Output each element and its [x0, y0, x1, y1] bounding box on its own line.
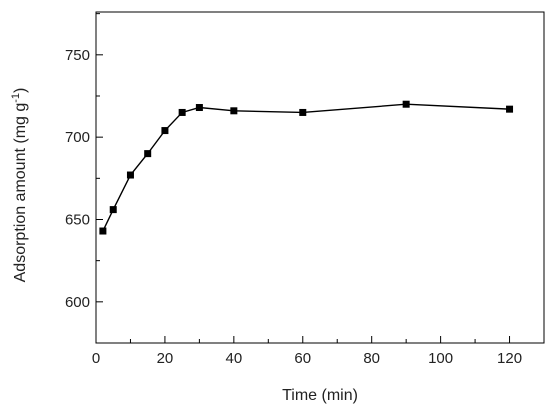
- x-axis-title: Time (min): [282, 387, 358, 404]
- data-point: [126, 171, 134, 179]
- data-point: [230, 107, 238, 115]
- y-axis-title-main: Adsorption amount (mg g: [12, 103, 29, 283]
- data-point: [299, 108, 307, 116]
- x-tick-label: 40: [226, 350, 243, 367]
- plot-frame: [95, 11, 545, 344]
- data-point: [161, 127, 169, 135]
- x-tick-label: 100: [428, 350, 453, 367]
- x-tick-label: 60: [294, 350, 311, 367]
- y-tick-labels: 600 650 700 750: [65, 47, 90, 311]
- series-line: [102, 103, 510, 232]
- data-point: [109, 206, 117, 214]
- data-point: [99, 227, 107, 235]
- series-points: [99, 100, 514, 235]
- x-tick-labels: 0 20 40 60 80 100 120: [92, 350, 522, 367]
- y-axis-title-end: ): [12, 88, 29, 93]
- data-point: [144, 150, 152, 158]
- y-axis-title: Adsorption amount (mg g-1): [10, 88, 29, 283]
- y-ticks: [96, 13, 103, 344]
- y-tick-label: 600: [65, 294, 90, 311]
- x-ticks: [95, 336, 511, 343]
- data-point: [402, 100, 410, 108]
- x-tick-label: 20: [157, 350, 174, 367]
- data-point: [506, 105, 514, 113]
- x-tick-label: 80: [363, 350, 380, 367]
- data-point: [195, 104, 203, 112]
- y-tick-label: 700: [65, 129, 90, 146]
- y-tick-label: 650: [65, 211, 90, 228]
- x-tick-label: 0: [92, 350, 100, 367]
- x-tick-label: 120: [497, 350, 522, 367]
- y-axis-title-sup: -1: [10, 93, 22, 103]
- y-tick-label: 750: [65, 47, 90, 64]
- data-point: [178, 108, 186, 116]
